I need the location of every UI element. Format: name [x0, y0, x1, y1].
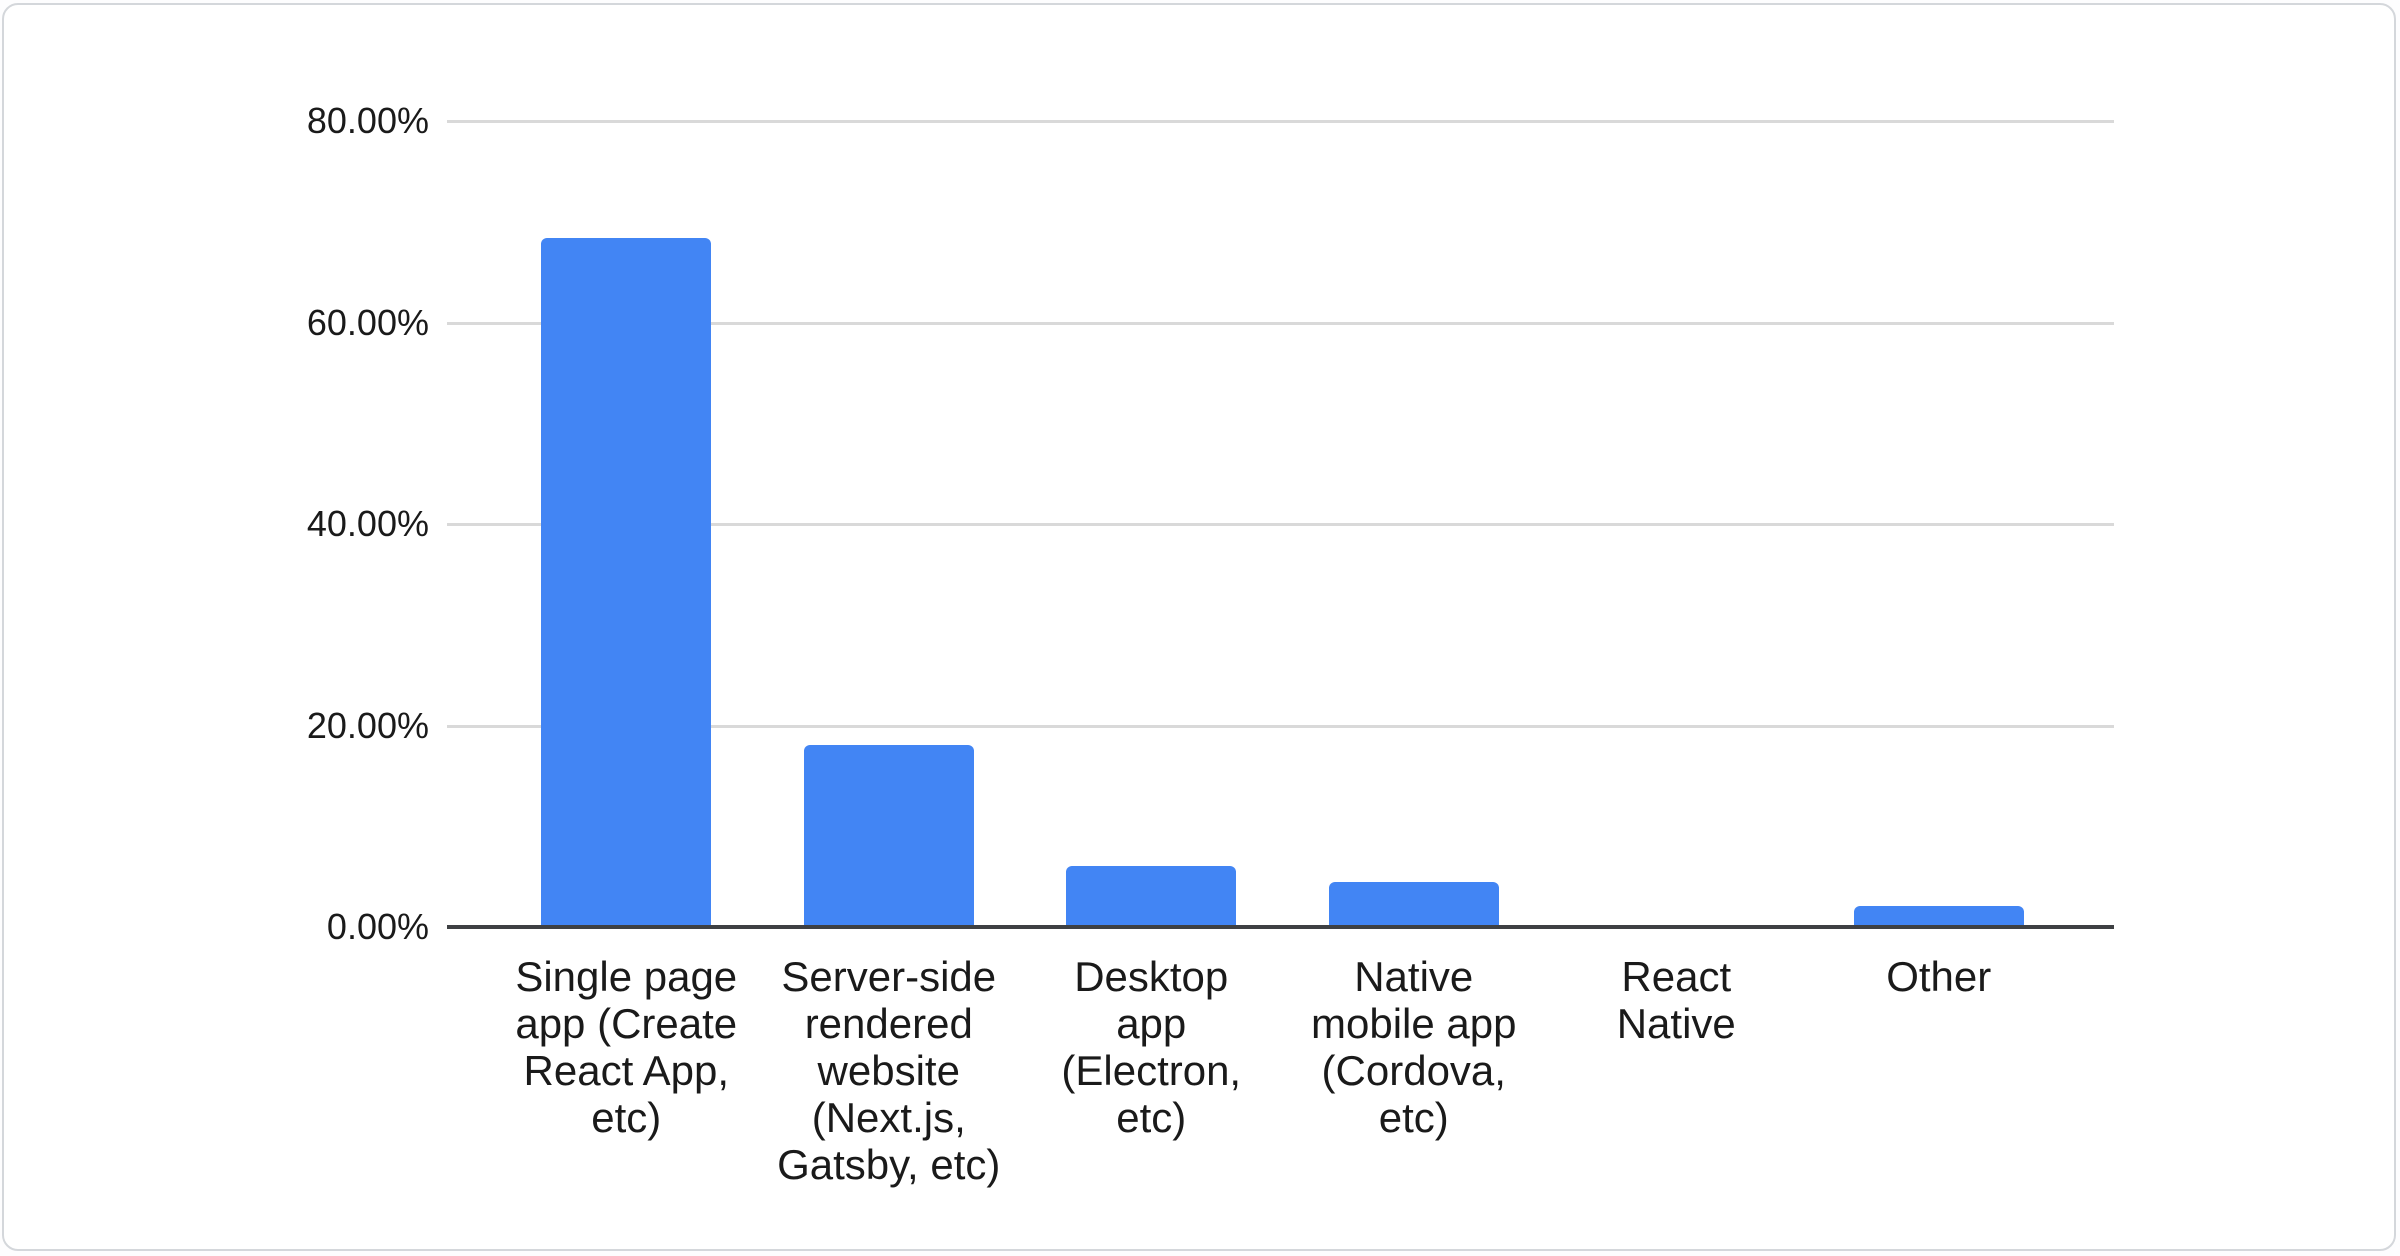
- bars-row: [495, 121, 2070, 927]
- plot-area: 80.00% 60.00% 40.00% 20.00% 0.00% Single pag…: [307, 103, 2114, 1188]
- bar-slot-react-native: [1545, 121, 1808, 927]
- x-axis-label-native-mobile-app-cordova: Native mobile app (Cordova, etc): [1311, 953, 1517, 1141]
- bar-slot-native-mobile-app-cordova: [1283, 121, 1546, 927]
- bar-other[interactable]: [1853, 905, 2024, 927]
- y-tick-label-80: 80.00%: [306, 100, 429, 141]
- bar-native-mobile-app-cordova[interactable]: [1328, 881, 1499, 927]
- x-axis-label-desktop-app-electron-etc: Desktop app (Electron, etc): [1061, 953, 1242, 1141]
- gridline-80: [447, 120, 2114, 123]
- y-tick-label-60: 60.00%: [306, 301, 429, 343]
- y-tick-label-20: 20.00%: [306, 704, 429, 746]
- bar-slot-desktop-app-electron-etc: [1020, 121, 1283, 927]
- x-axis-baseline: [447, 925, 2114, 929]
- gridline-20: [447, 724, 2114, 728]
- bar-desktop-app-electron-etc[interactable]: [1066, 865, 1237, 927]
- bar-single-page-app-create[interactable]: [541, 237, 712, 927]
- x-axis-label-single-page-app-create: Single page app (Create React App, etc): [515, 953, 738, 1141]
- x-axis-labels: Single page app (Create React App, etc) S…: [495, 953, 2070, 1188]
- x-axis-label-other: Other: [1886, 953, 1992, 1000]
- chart-card: 80.00% 60.00% 40.00% 20.00% 0.00% Single pag…: [2, 3, 2396, 1251]
- bar-slot-other: [1808, 121, 2071, 927]
- gridline-60: [447, 321, 2114, 325]
- bar-slot-single-page-app-create: [495, 121, 758, 927]
- gridline-40: [447, 523, 2114, 526]
- x-axis-label-react-native: React Native: [1616, 953, 1736, 1047]
- bar-slot-server-side-rendered-website: [758, 121, 1021, 927]
- y-tick-label-40: 40.00%: [306, 503, 429, 544]
- y-tick-label-0: 0.00%: [326, 906, 429, 947]
- bar-server-side-rendered-website[interactable]: [803, 744, 974, 927]
- x-axis-label-server-side-rendered-website: Server-side rendered website (Next.js, G…: [777, 953, 1001, 1188]
